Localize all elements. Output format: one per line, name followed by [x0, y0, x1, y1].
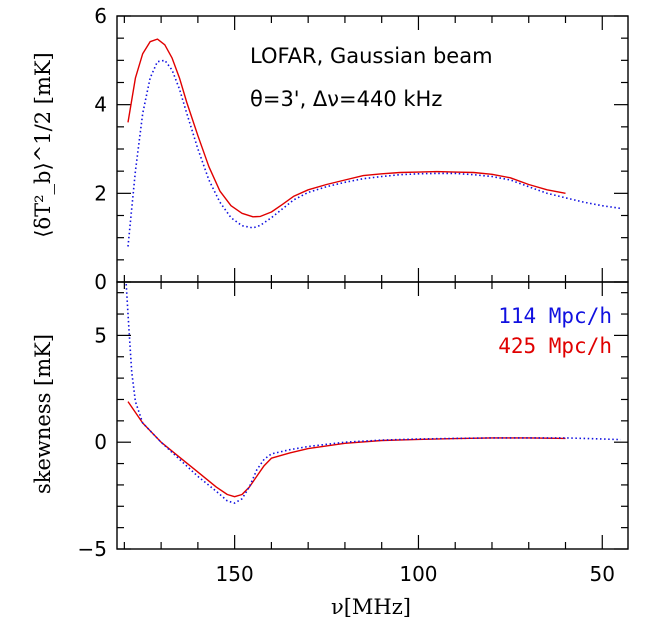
top-series-line-425 — [127, 38, 566, 218]
annotation-instrument: LOFAR, Gaussian beam — [250, 44, 493, 68]
x-axis-label: ν[MHz] — [331, 595, 411, 619]
annotation-beam-params: θ=3', Δν=440 kHz — [250, 87, 442, 111]
top-y-tick-label: 4 — [94, 93, 107, 117]
legend-entry-425: 425 Mpc/h — [498, 334, 612, 358]
x-tick-label: 100 — [399, 562, 437, 586]
top-y-tick-label: 2 — [94, 181, 107, 205]
x-tick-label: 50 — [590, 562, 615, 586]
bottom-plot-frame — [116, 281, 629, 550]
legend-entry-114: 114 Mpc/h — [498, 304, 612, 328]
top-y-axis-label: ⟨δT²_b⟩^1/2 [mK] — [31, 52, 55, 237]
top-y-tick-label: 0 — [94, 270, 107, 294]
bottom-y-tick-label: −5 — [78, 537, 107, 561]
bottom-panel: −5 0 5 150 100 50 — [78, 281, 629, 586]
x-tick-label: 150 — [216, 562, 254, 586]
bottom-y-axis-label: skewness [mK] — [31, 334, 55, 494]
bottom-y-tick-label: 0 — [94, 430, 107, 454]
top-y-tick-label: 6 — [94, 4, 107, 28]
bottom-series-line-425 — [127, 401, 566, 498]
bottom-y-tick-label: 5 — [94, 323, 107, 347]
bottom-series-line-114 — [125, 284, 621, 504]
